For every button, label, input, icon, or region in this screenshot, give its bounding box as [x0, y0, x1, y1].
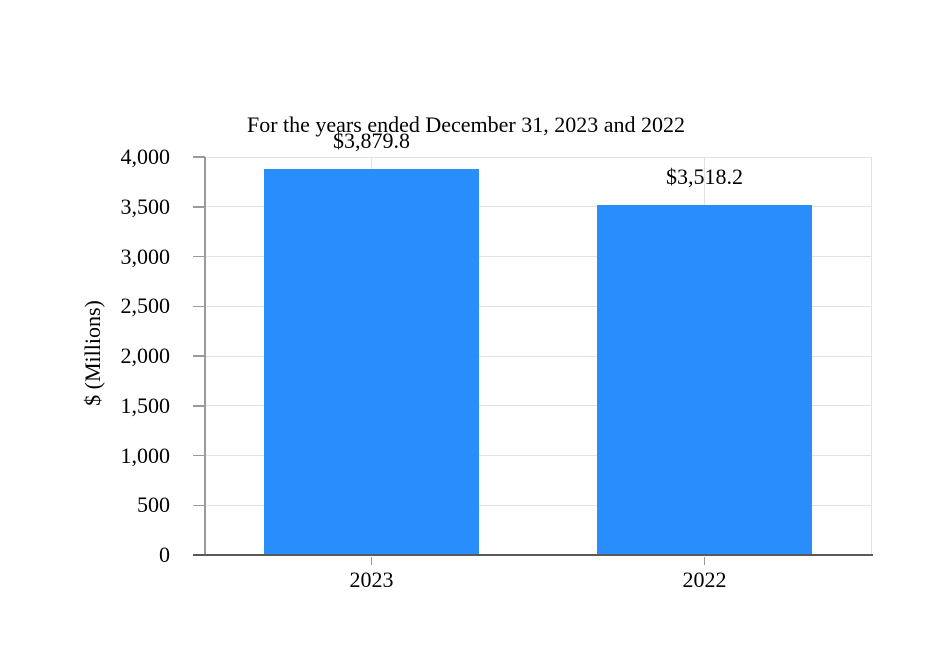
chart-title: For the years ended December 31, 2023 an…: [0, 52, 932, 284]
bar: [597, 204, 812, 555]
x-axis-line: [193, 553, 873, 556]
h-gridline: [205, 455, 871, 456]
x-tick-mark: [703, 556, 706, 565]
x-tick-mark: [370, 556, 373, 565]
y-tick-label: 2,000: [120, 343, 171, 368]
h-gridline: [205, 305, 871, 307]
h-gridline: [205, 256, 871, 257]
y-tick-label: 4,000: [120, 144, 171, 169]
bar-value-label: $3,518.2: [666, 163, 743, 189]
y-axis-line: [204, 157, 206, 555]
h-gridline: [205, 206, 871, 208]
h-gridline: [205, 504, 871, 506]
y-tick-label: 1,000: [120, 442, 171, 468]
v-gridline: [870, 157, 872, 555]
y-tick-mark: [193, 255, 205, 258]
bar-value-label: $3,879.8: [333, 127, 410, 153]
y-tick-label: 1,500: [120, 392, 171, 418]
h-gridline: [205, 405, 871, 407]
y-tick-label: 3,000: [120, 243, 171, 269]
y-tick-mark: [193, 504, 205, 506]
y-tick-label: 3,500: [120, 193, 171, 219]
x-tick-label: 2022: [682, 567, 727, 592]
y-tick-label: 2,500: [120, 293, 171, 319]
x-tick-label: 2023: [349, 567, 394, 592]
y-tick-label: 500: [137, 492, 170, 518]
y-tick-mark: [193, 405, 205, 407]
h-gridline: [205, 355, 871, 357]
h-gridline: [205, 156, 871, 158]
y-tick-mark: [193, 206, 205, 208]
y-tick-mark: [193, 355, 205, 357]
y-tick-mark: [193, 305, 205, 307]
y-tick-mark: [193, 156, 205, 158]
bar: [264, 168, 479, 555]
chart-title-line1: For the years ended December 31, 2023 an…: [246, 112, 686, 137]
y-tick-label: 0: [159, 542, 170, 567]
y-tick-mark: [193, 454, 205, 457]
